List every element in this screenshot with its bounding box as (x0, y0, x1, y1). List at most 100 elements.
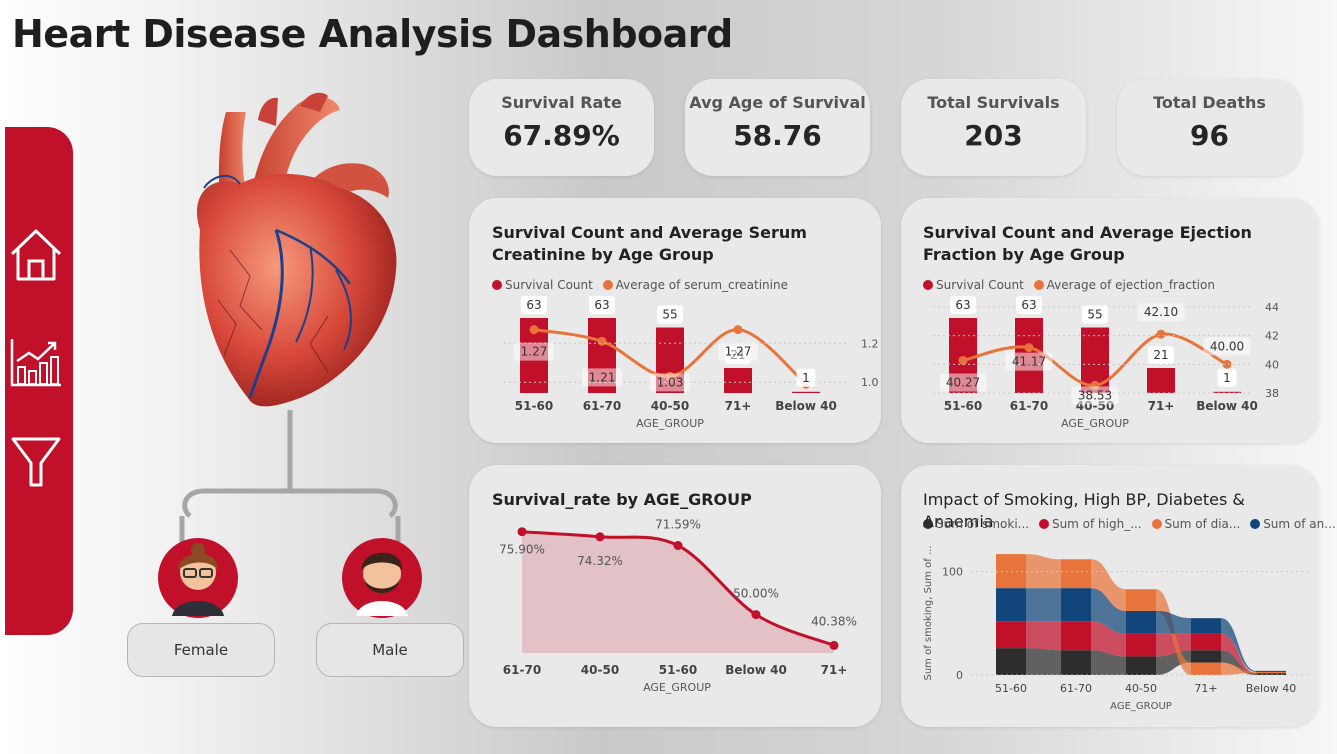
line-point (1222, 359, 1232, 369)
legend-item: Survival Count (923, 278, 1024, 292)
chart-legend: Sum of smoki... Sum of high_... Sum of d… (923, 517, 1337, 531)
ribbon-bar (1126, 633, 1156, 657)
bar (1213, 391, 1241, 393)
ribbon-chart-risk-factors: 100 0 51-60 61-70 40-50 71+ Below 40 AGE_GROUP S… (923, 545, 1311, 712)
data-label-bg (589, 296, 615, 314)
line-point (829, 640, 839, 650)
legend-item: Sum of high_... (1038, 517, 1142, 531)
x-tick-label: 40-50 (1125, 682, 1157, 695)
ribbon (1026, 554, 1061, 589)
legend-item: Survival Count (492, 278, 593, 292)
x-tick-label: 61-70 (1060, 682, 1092, 695)
data-label-bg (582, 368, 622, 387)
kpi-label: Total Deaths (1153, 93, 1266, 112)
data-label-bg (514, 342, 554, 361)
data-label-bg (1137, 303, 1185, 322)
male-button[interactable]: Male (316, 623, 464, 677)
combo-chart-creatinine: 51-60 61-70 40-50 71+ Below 40 1.2 1.0 63 1.27 63… (504, 296, 879, 430)
data-label: 41.17 (1012, 355, 1046, 369)
ribbon-bar (1191, 650, 1221, 663)
x-tick-label: 71+ (1148, 399, 1175, 413)
ribbon-bar (1256, 672, 1286, 674)
x-tick-label: Below 40 (775, 399, 837, 413)
line-point (597, 336, 607, 346)
legend-label: Sum of smoki... (936, 517, 1030, 531)
y2-tick-label: 40 (1265, 358, 1279, 371)
data-label-bg (939, 373, 987, 392)
legend-item: Sum of smoki... (923, 517, 1029, 531)
ribbon (1091, 588, 1126, 634)
x-tick-label: 61-70 (1010, 399, 1048, 413)
ribbon-bar (1126, 589, 1156, 611)
chart-title: Survival Count and Average Serum Creatin… (492, 223, 807, 264)
y2-tick-label: 44 (1265, 301, 1279, 314)
female-button[interactable]: Female (127, 623, 275, 677)
home-icon[interactable] (7, 225, 65, 283)
area-chart-survival-rate: 75.90% 74.32% 71.59% 50.00% 40.38% 61-70 40-50… (499, 518, 857, 694)
ribbon (1221, 650, 1256, 675)
filter-icon[interactable] (7, 433, 65, 491)
ribbon-bar (996, 554, 1026, 589)
ribbon-bar (1061, 588, 1091, 622)
line-point (1024, 343, 1034, 353)
x-tick-label: 40-50 (581, 663, 619, 677)
line-point (529, 325, 539, 335)
combo-chart-ejection: 51-60 61-70 40-50 71+ Below 40444240386340.2… (933, 296, 1279, 430)
data-label-bg (1005, 352, 1053, 371)
line-point (733, 325, 743, 335)
data-label: 1.03 (657, 375, 684, 389)
ribbon-bar (996, 588, 1026, 622)
chart-card-creatinine: Survival Count and Average Serum Creatin… (469, 198, 881, 443)
x-tick-label: 51-60 (515, 399, 553, 413)
chart-card-survival-rate: Survival_rate by AGE_GROUP 75.90% 74.32% 7… (469, 465, 881, 727)
ribbon-bar (1256, 670, 1286, 672)
data-label: 55 (662, 308, 677, 322)
bar-chart-icon[interactable] (7, 333, 65, 391)
data-label: 1.27 (521, 345, 548, 359)
legend-item: Average of serum_creatinine (602, 278, 788, 292)
data-label: 1 (802, 371, 810, 385)
kpi-label: Survival Rate (501, 93, 622, 112)
kpi-value: 96 (1190, 119, 1229, 152)
data-label: 38.53 (1078, 388, 1112, 402)
line-point (595, 532, 605, 542)
female-avatar (158, 538, 238, 618)
line-point (517, 527, 527, 537)
data-label-bg (1082, 305, 1108, 324)
ribbon (1156, 633, 1191, 657)
data-label: 75.90% (499, 543, 545, 557)
chart-card-ejection: Survival Count and Average Ejection Frac… (901, 198, 1319, 443)
data-label: 40.00 (1210, 339, 1244, 353)
male-avatar (342, 538, 422, 618)
x-axis-label: AGE_GROUP (636, 417, 704, 430)
data-label-bg (1071, 386, 1119, 405)
y-tick-label: 0 (956, 669, 963, 682)
ribbon (1026, 621, 1061, 651)
ribbon (1156, 610, 1191, 634)
x-tick-label: 71+ (725, 399, 752, 413)
data-label: 74.32% (577, 554, 623, 568)
x-tick-label: 71+ (1194, 682, 1217, 695)
data-label: 50.00% (733, 587, 779, 601)
legend-label: Survival Count (936, 278, 1024, 292)
ribbon-bar (1191, 662, 1221, 675)
data-label: 40.27 (946, 375, 980, 389)
chart-legend: Survival Count Average of ejection_fract… (923, 278, 1221, 292)
data-label: 55 (1087, 308, 1102, 322)
data-label: 1.21 (589, 370, 616, 384)
y2-tick-label: 42 (1265, 330, 1279, 343)
ribbon (1221, 633, 1256, 674)
bar (1147, 368, 1175, 393)
y2-tick-label: 1.2 (861, 337, 879, 350)
legend-label: Average of ejection_fraction (1046, 278, 1215, 292)
chart-card-risk-factors: Impact of Smoking, High BP, Diabetes & A… (901, 465, 1336, 727)
ribbon-bar (1061, 621, 1091, 651)
line-point (1156, 329, 1166, 339)
x-axis-label: AGE_GROUP (643, 681, 711, 694)
ribbon-bar (996, 621, 1026, 649)
page-title: Heart Disease Analysis Dashboard (12, 12, 733, 56)
legend-item: Average of ejection_fraction (1033, 278, 1215, 292)
kpi-avg-age: Avg Age of Survival 58.76 (685, 79, 870, 176)
ribbon (1026, 588, 1061, 622)
